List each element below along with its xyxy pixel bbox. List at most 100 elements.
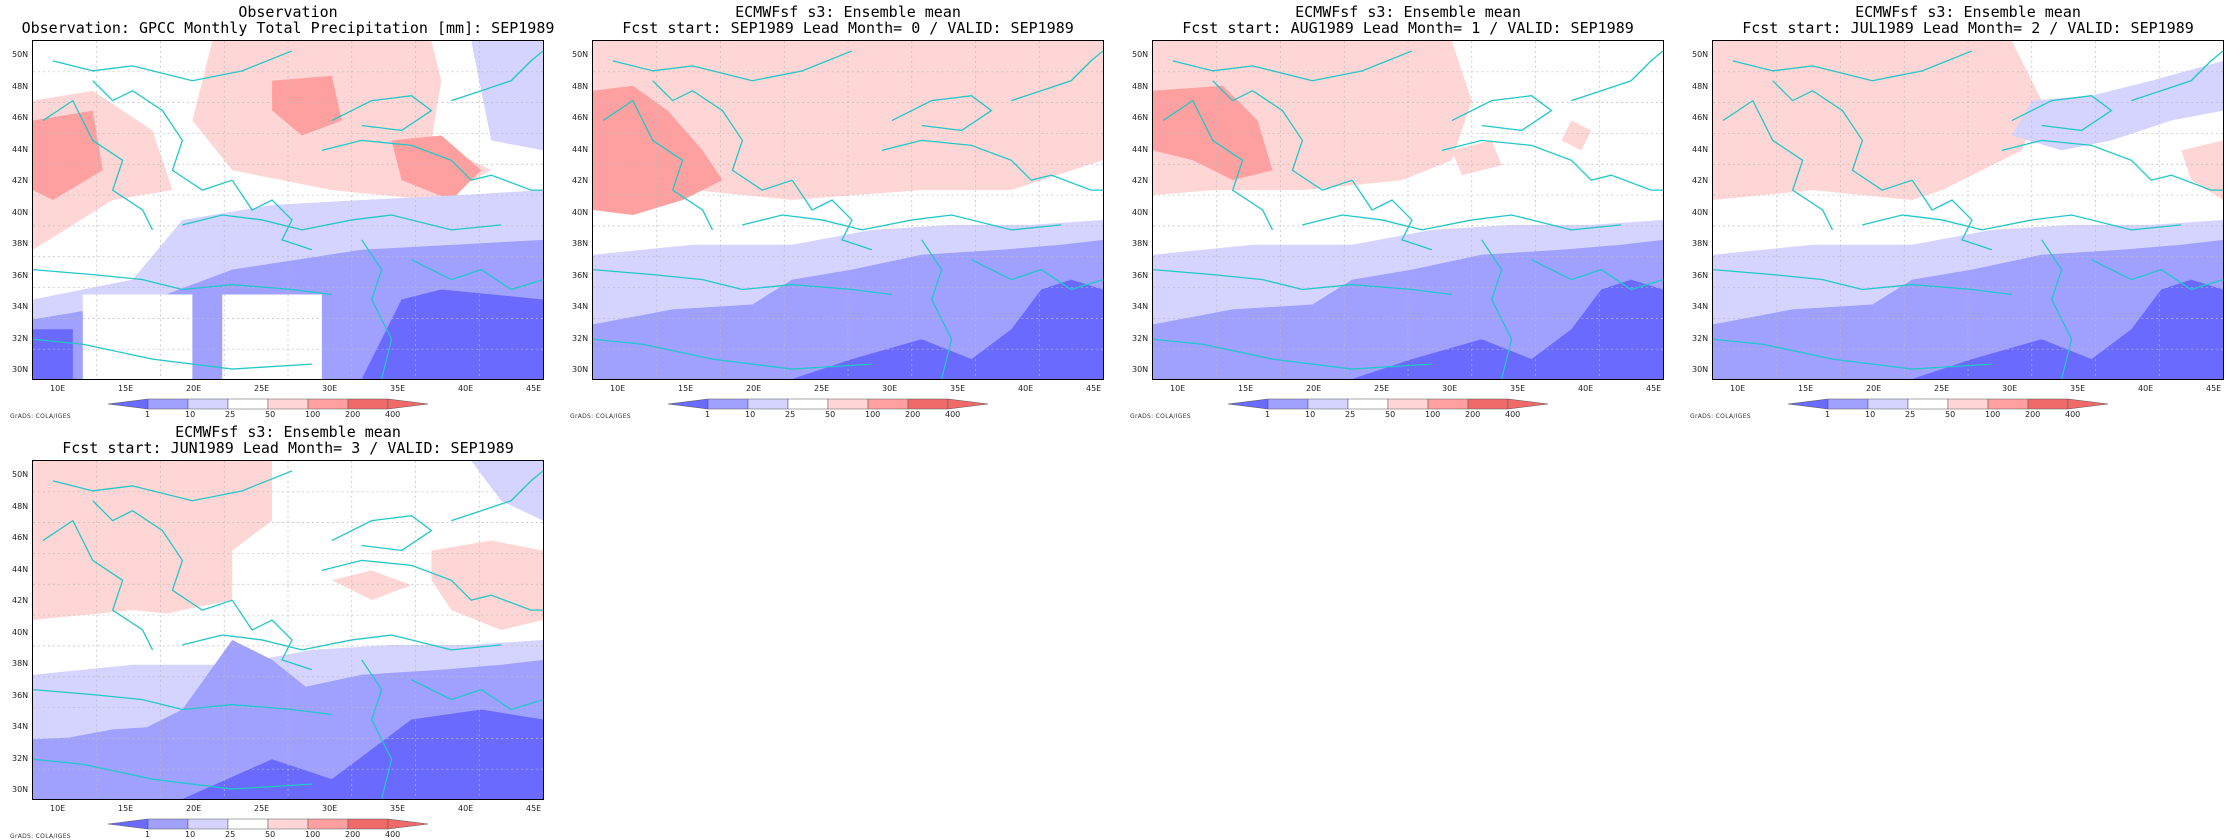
latitude-label: 36N — [572, 270, 589, 280]
longitude-label: 25E — [254, 804, 270, 813]
longitude-label: 20E — [746, 384, 762, 393]
latitude-label: 44N — [572, 144, 589, 154]
map-panel: ECMWFsf s3: Ensemble mean Fcst start: JUL… — [1688, 0, 2240, 420]
colorbar-segment — [347, 818, 389, 830]
colorbar-tick-label: 50 — [825, 410, 836, 419]
colorbar-tick-label: 400 — [1505, 410, 1521, 419]
coastline — [451, 50, 543, 102]
latitude-label: 42N — [1692, 176, 1709, 185]
coastline — [2011, 95, 2113, 132]
shaded-region — [33, 110, 103, 201]
colorbar-tick-label: 200 — [345, 830, 361, 839]
coastline — [1713, 269, 2012, 296]
latitude-label: 40N — [1132, 207, 1149, 217]
latitude-label: 50N — [12, 50, 29, 59]
latitude-label: 30N — [12, 785, 29, 794]
colorbar-tick-label: 50 — [1945, 410, 1956, 419]
latitude-label: 42N — [572, 176, 589, 185]
longitude-label: 30E — [2002, 384, 2018, 393]
colorbar-tick-label: 10 — [1865, 410, 1876, 419]
coastline — [891, 95, 993, 132]
latitude-label: 50N — [572, 50, 589, 59]
colorbar-segment — [1827, 398, 1869, 410]
longitude-label: 15E — [118, 804, 134, 813]
panel-subtitle: Fcst start: JUN1989 Lead Month= 3 / VALI… — [62, 439, 514, 457]
colorbar-segment — [1947, 398, 1989, 410]
grads-credit: GrADS: COLA/IGES — [1690, 413, 1751, 420]
longitude-label: 20E — [186, 384, 202, 393]
colorbar-tick-label: 10 — [185, 410, 196, 419]
shaded-region — [272, 75, 342, 136]
colorbar-tick-label: 1 — [145, 830, 151, 839]
coastline — [321, 559, 543, 611]
colorbar-tick-label: 100 — [1985, 410, 2001, 419]
longitude-label: 40E — [2138, 384, 2154, 393]
grads-credit: GrADS: COLA/IGES — [10, 833, 71, 840]
colorbar-tick-label: 50 — [265, 410, 276, 419]
longitude-label: 35E — [390, 384, 406, 393]
coastline — [33, 689, 332, 716]
coastline — [1772, 80, 1913, 191]
latitude-label: 36N — [12, 270, 29, 280]
coastline — [321, 139, 543, 191]
colorbar-segment — [307, 818, 349, 830]
coastline — [411, 679, 543, 711]
colorbar-segment — [1427, 398, 1469, 410]
colorbar-segment — [1228, 398, 1269, 410]
colorbar-segment — [147, 818, 189, 830]
longitude-label: 35E — [2070, 384, 2086, 393]
longitude-label: 40E — [1578, 384, 1594, 393]
coastline — [593, 269, 892, 296]
latitude-label: 44N — [1692, 144, 1709, 154]
latitude-label: 40N — [12, 627, 29, 637]
panel-title: ECMWFsf s3: Ensemble mean — [735, 3, 961, 21]
shaded-region — [792, 279, 1103, 379]
longitude-label: 15E — [118, 384, 134, 393]
coastline — [1212, 80, 1353, 191]
latitude-label: 44N — [1132, 144, 1149, 154]
panel-subtitle: Fcst start: JUL1989 Lead Month= 2 / VALI… — [1742, 19, 2194, 37]
colorbar-segment — [668, 398, 709, 410]
coastline — [2001, 139, 2223, 191]
coastline — [361, 659, 393, 799]
latitude-label: 42N — [12, 176, 29, 185]
shaded-region — [331, 570, 412, 601]
colorbar-segment — [387, 398, 428, 410]
longitude-label: 45E — [1086, 384, 1102, 393]
precipitation-map — [32, 460, 544, 800]
colorbar-segment — [267, 818, 309, 830]
colorbar-tick-label: 25 — [1905, 410, 1916, 419]
colorbar-tick-label: 1 — [1265, 410, 1271, 419]
latitude-label: 44N — [12, 144, 29, 154]
colorbar — [668, 398, 988, 410]
longitude-label: 30E — [1442, 384, 1458, 393]
colorbar — [108, 398, 428, 410]
shaded-region — [593, 85, 723, 215]
colorbar-segment — [707, 398, 749, 410]
coastline — [1351, 179, 1433, 251]
colorbar-segment — [827, 398, 869, 410]
latitude-label: 44N — [12, 564, 29, 574]
coastline — [1302, 214, 1622, 231]
latitude-label: 48N — [572, 81, 589, 91]
colorbar-tick-label: 200 — [345, 410, 361, 419]
latitude-label: 34N — [572, 302, 589, 311]
longitude-label: 40E — [458, 384, 474, 393]
colorbar-segment — [1987, 398, 2029, 410]
coastline — [2091, 259, 2223, 291]
grads-credit: GrADS: COLA/IGES — [1130, 413, 1191, 420]
colorbar-tick-label: 100 — [1425, 410, 1441, 419]
shaded-region — [1451, 140, 1502, 176]
colorbar-tick-label: 400 — [2065, 410, 2081, 419]
longitude-label: 10E — [1170, 384, 1186, 393]
colorbar-segment — [947, 398, 988, 410]
coastline — [881, 139, 1103, 191]
longitude-label: 20E — [186, 804, 202, 813]
colorbar-segment — [307, 398, 349, 410]
precipitation-map — [1712, 40, 2224, 380]
colorbar-segment — [787, 398, 829, 410]
longitude-label: 25E — [1374, 384, 1390, 393]
longitude-label: 45E — [1646, 384, 1662, 393]
coastline — [52, 470, 293, 502]
coastline — [42, 99, 154, 231]
